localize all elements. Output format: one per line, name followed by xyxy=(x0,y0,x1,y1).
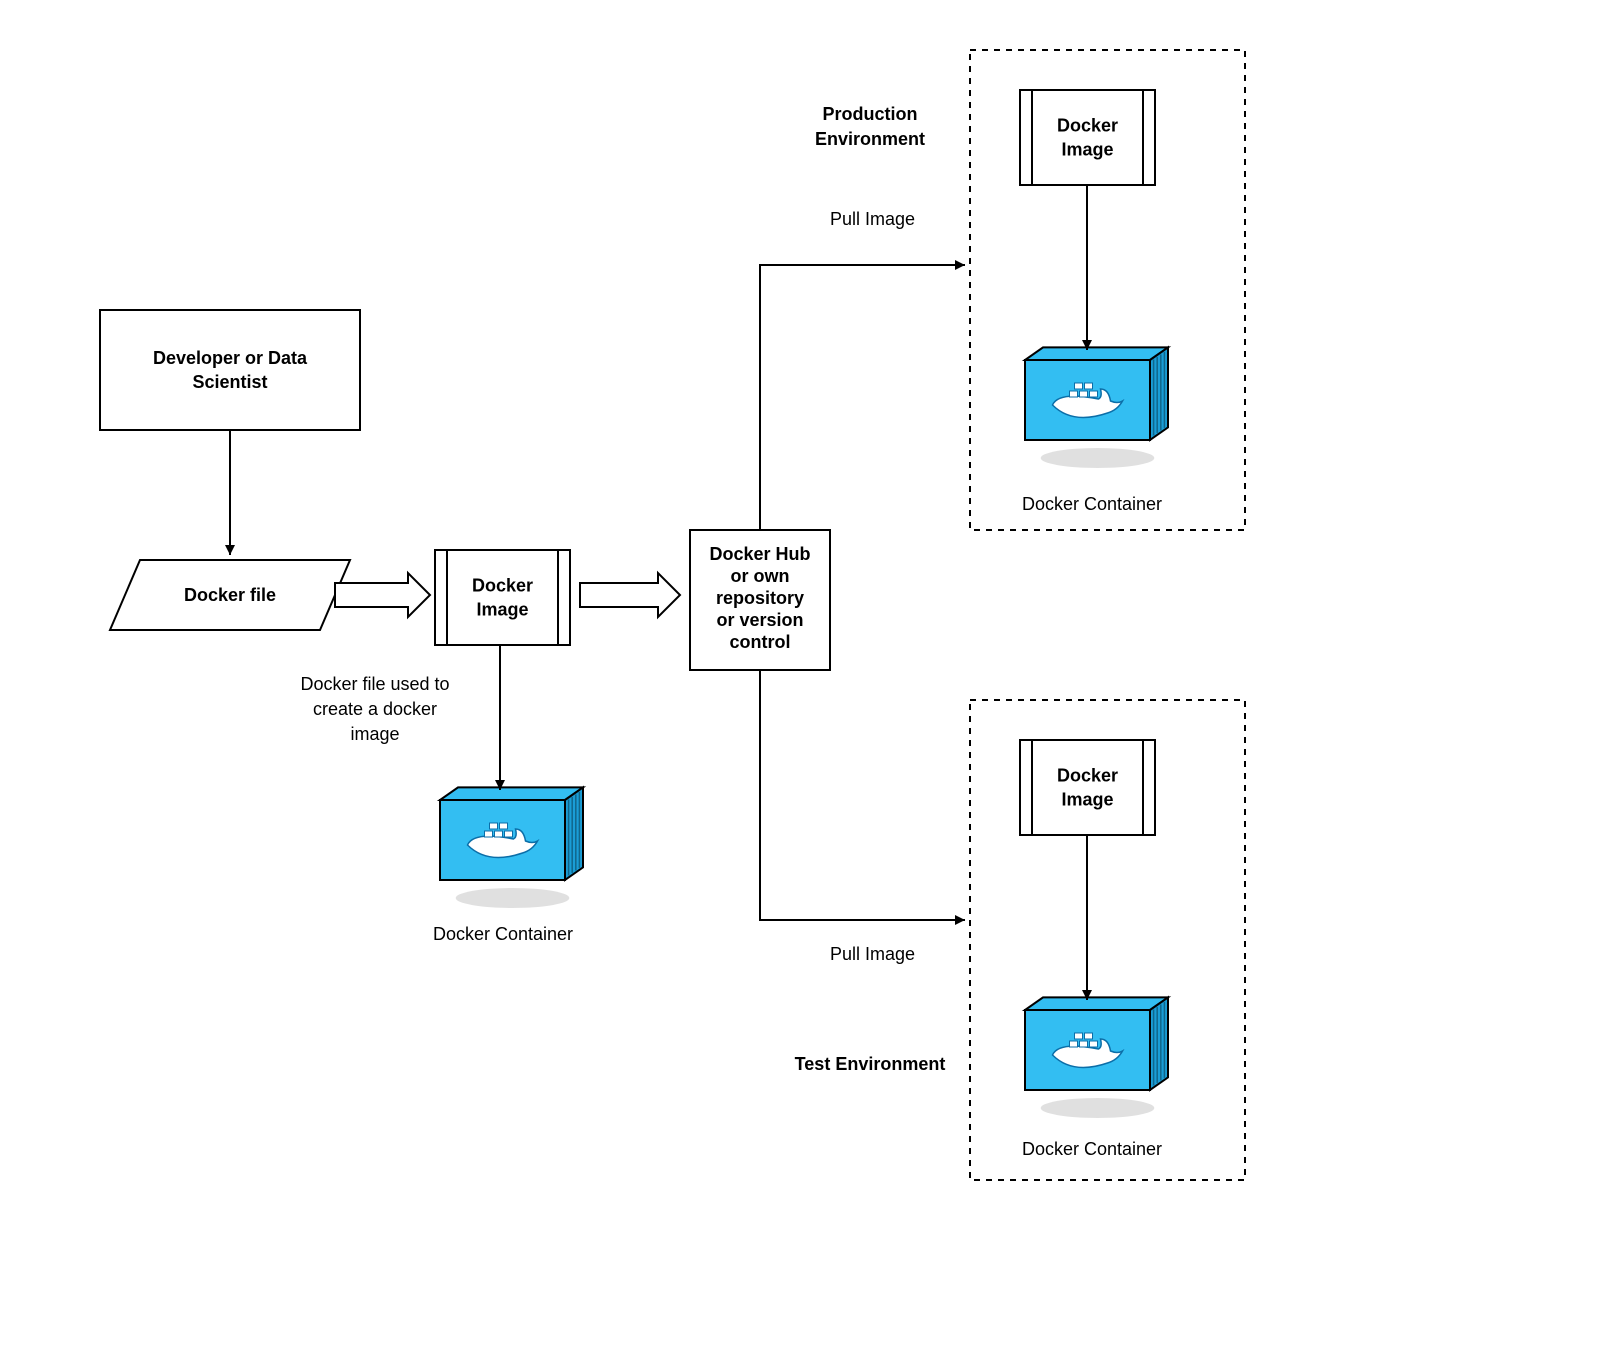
svg-text:Developer or Data: Developer or Data xyxy=(153,348,308,368)
svg-text:Docker: Docker xyxy=(1057,766,1118,786)
dockerfile-node: Docker file xyxy=(110,560,350,630)
svg-text:control: control xyxy=(730,632,791,652)
prod-env-title-1: Production xyxy=(823,104,918,124)
docker-image-main-node: Docker Image xyxy=(435,550,570,645)
dockerfile-caption-2: create a docker xyxy=(313,699,437,719)
container-main-icon xyxy=(440,787,583,908)
pull-image-prod-label: Pull Image xyxy=(830,209,915,229)
container-test-icon xyxy=(1025,997,1168,1118)
edge-hub-to-test xyxy=(760,670,965,920)
edge-hub-to-prod xyxy=(760,265,965,530)
svg-text:Docker Hub: Docker Hub xyxy=(709,544,810,564)
svg-text:or own: or own xyxy=(731,566,790,586)
container-prod-label: Docker Container xyxy=(1022,494,1162,514)
svg-text:repository: repository xyxy=(716,588,804,608)
test-env-title: Test Environment xyxy=(795,1054,946,1074)
developer-node: Developer or Data Scientist xyxy=(100,310,360,430)
edge-image-to-hub xyxy=(580,573,680,617)
svg-text:Docker file: Docker file xyxy=(184,585,276,605)
container-test-label: Docker Container xyxy=(1022,1139,1162,1159)
dockerfile-caption-3: image xyxy=(350,724,399,744)
svg-text:or version: or version xyxy=(716,610,803,630)
edge-file-to-image xyxy=(335,573,430,617)
docker-image-test-node: Docker Image xyxy=(1020,740,1155,835)
container-prod-icon xyxy=(1025,347,1168,468)
svg-text:Scientist: Scientist xyxy=(192,372,267,392)
svg-text:Docker: Docker xyxy=(1057,116,1118,136)
container-main-label: Docker Container xyxy=(433,924,573,944)
pull-image-test-label: Pull Image xyxy=(830,944,915,964)
svg-text:Image: Image xyxy=(1061,140,1113,160)
docker-hub-node: Docker Hub or own repository or version … xyxy=(690,530,830,670)
docker-image-prod-node: Docker Image xyxy=(1020,90,1155,185)
svg-text:Image: Image xyxy=(476,600,528,620)
dockerfile-caption-1: Docker file used to xyxy=(300,674,449,694)
svg-text:Image: Image xyxy=(1061,790,1113,810)
svg-text:Docker: Docker xyxy=(472,576,533,596)
prod-env-title-2: Environment xyxy=(815,129,925,149)
